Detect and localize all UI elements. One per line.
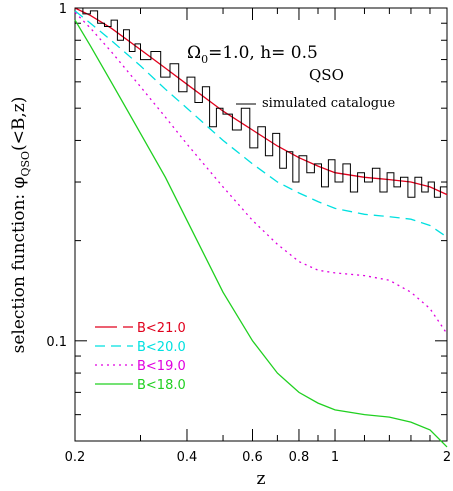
cosmology-sub: 0 — [201, 53, 208, 66]
y-axis-title-main: selection function: φ — [9, 176, 29, 353]
legend-label-2: B<19.0 — [137, 359, 186, 374]
legend-label-1: B<20.0 — [137, 340, 186, 355]
object-annotation: QSO — [309, 66, 344, 84]
y-tick-label: 1 — [59, 2, 67, 17]
cosmology-rest: =1.0, h= 0.5 — [208, 43, 318, 63]
cosmology-omega: Ω — [187, 43, 201, 63]
series-line-0 — [74, 7, 448, 196]
y-axis-title-tail: (<B,z) — [9, 97, 29, 151]
x-tick-label: 0.6 — [242, 450, 263, 465]
plot-frame — [74, 7, 448, 442]
legend: B<21.0 B<20.0 B<19.0 B<18.0 — [95, 321, 186, 393]
x-tick-label: 0.4 — [177, 450, 198, 465]
y-axis-title: selection function: φQSO(<B,z) — [9, 97, 32, 354]
legend-label-0: B<21.0 — [137, 321, 186, 336]
series-line-4 — [75, 7, 447, 198]
y-tick-label: 0.1 — [46, 335, 67, 350]
y-axis-title-sub: QSO — [19, 151, 32, 177]
series-layer — [74, 7, 448, 448]
legend-label-3: B<18.0 — [137, 378, 186, 393]
x-tick-label: 1 — [331, 450, 339, 465]
x-tick-label: 0.8 — [289, 450, 310, 465]
histogram-legend-label: simulated catalogue — [262, 96, 395, 111]
series-line-3 — [74, 19, 448, 448]
x-tick-label: 2 — [443, 450, 451, 465]
axis-ticks — [74, 7, 448, 441]
x-axis-title: z — [257, 469, 266, 489]
x-tick-label: 0.2 — [65, 450, 86, 465]
series-line-1 — [74, 10, 448, 238]
cosmology-annotation: Ω0=1.0, h= 0.5 — [187, 43, 318, 66]
axis-tick-labels: 0.2 0.4 0.6 0.8 1 2 0.1 1 — [46, 2, 451, 465]
